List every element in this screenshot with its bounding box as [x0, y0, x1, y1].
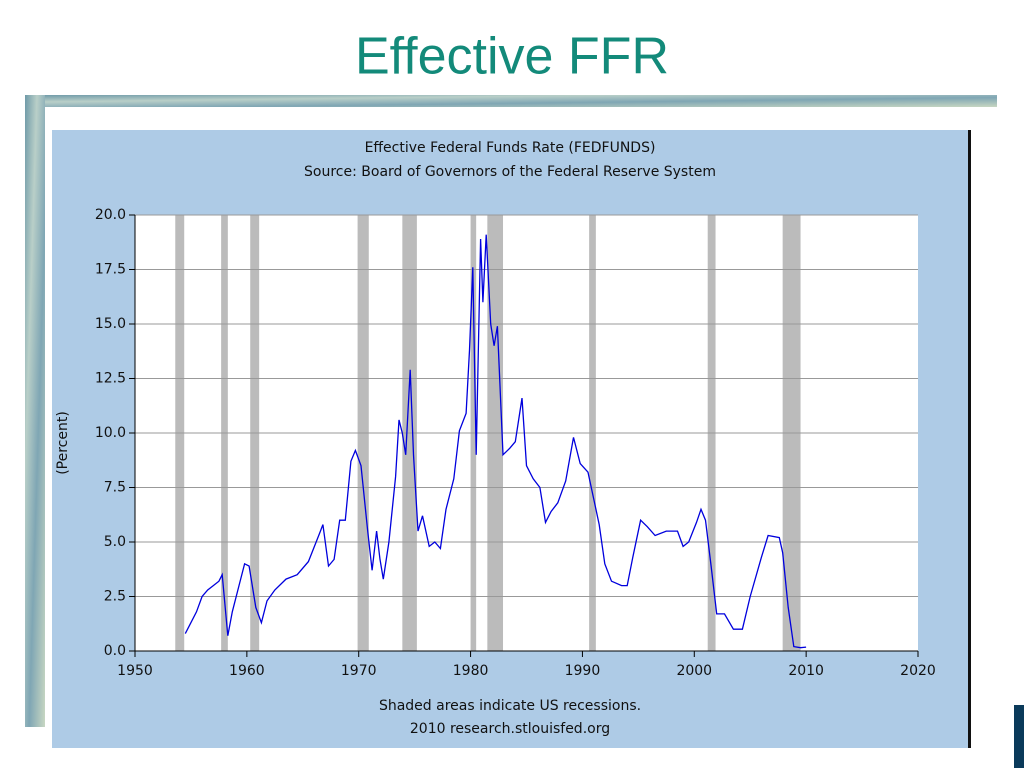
note: Shaded areas indicate US recessions. [379, 698, 641, 714]
y-axis-label: (Percent) [55, 411, 71, 475]
note: 2010 research.stlouisfed.org [410, 721, 610, 737]
x-tick-label: 2020 [900, 663, 936, 679]
y-tick-label: 0.0 [104, 643, 126, 659]
series-line [184, 234, 807, 649]
y-tick-label: 7.5 [104, 480, 126, 496]
chart-title: Effective Federal Funds Rate (FEDFUNDS) [365, 140, 656, 156]
y-tick-label: 2.5 [104, 589, 126, 605]
decor-strip [25, 95, 45, 727]
x-tick-label: 1990 [565, 663, 601, 679]
x-tick-label: 1950 [117, 663, 153, 679]
x-tick-label: 2010 [788, 663, 824, 679]
x-tick-label: 2000 [676, 663, 712, 679]
y-tick-label: 5.0 [104, 534, 126, 550]
slide-title: Effective FFR [355, 28, 669, 86]
y-tick-label: 10.0 [95, 425, 126, 441]
decor-band [25, 95, 997, 107]
y-tick-label: 20.0 [95, 207, 126, 223]
chart-subtitle: Source: Board of Governors of the Federa… [304, 164, 716, 180]
decor-corner [1014, 705, 1024, 768]
x-tick-label: 1980 [453, 663, 489, 679]
y-tick-label: 17.5 [95, 262, 126, 278]
x-tick-label: 1970 [341, 663, 377, 679]
y-tick-label: 12.5 [95, 371, 126, 387]
panel-edge [968, 130, 971, 748]
x-tick-label: 1960 [229, 663, 265, 679]
y-tick-label: 15.0 [95, 316, 126, 332]
